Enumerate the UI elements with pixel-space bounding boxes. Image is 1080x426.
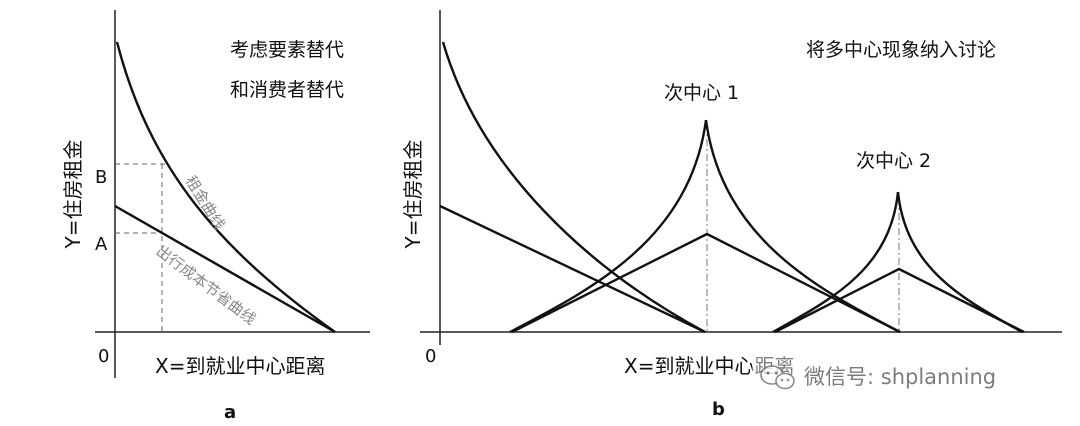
panel-a-caption: a	[224, 402, 236, 423]
panel-b-subcenter-2-cost-line	[774, 267, 1025, 334]
panel-a-note-line2: 和消费者替代	[230, 79, 344, 101]
panel-b-main-rent-curve	[441, 41, 706, 334]
panel-b-subcenter-1-label: 次中心 1	[664, 82, 739, 104]
panel-a-x-axis-label: X=到就业中心距离	[155, 354, 325, 378]
panel-b-subcenter-2-rent-right	[896, 191, 1023, 334]
panel-a-tick-b: B	[95, 167, 107, 188]
panel-a-y-axis-label: Y=住房租金	[61, 140, 85, 250]
panel-b-note: 将多中心现象纳入讨论	[806, 39, 996, 61]
panel-b-subcenter-2-label: 次中心 2	[856, 150, 931, 172]
panel-a-note-line1: 考虑要素替代	[230, 39, 344, 61]
panel-b: 将多中心现象纳入讨论 次中心 1 次中心 2 Y=住房租金 0 X=到就业中心距…	[401, 10, 1062, 420]
watermark-text: 微信号: shplanning	[804, 365, 996, 389]
panel-b-subcenter-1-cost-line	[511, 232, 901, 334]
panel-a-origin-label: 0	[98, 346, 109, 367]
panel-b-y-axis-label: Y=住房租金	[401, 140, 425, 250]
panel-b-subcenter-1-rent-left	[509, 119, 708, 334]
panel-b-caption: b	[712, 399, 725, 420]
panel-a: 考虑要素替代 和消费者替代 Y=住房租金 B A 0 租金曲线 出行成本节省曲线…	[61, 10, 370, 423]
panel-a-rent-curve	[115, 41, 336, 333]
panel-b-main-cost-line	[439, 204, 706, 334]
panel-a-rent-curve-label: 租金曲线	[182, 173, 229, 233]
watermark-backdrop	[752, 356, 1052, 390]
panel-b-subcenter-2-rent-left	[772, 191, 900, 334]
panel-a-tick-a: A	[95, 234, 108, 255]
watermark: 微信号: shplanning	[752, 356, 1052, 390]
panel-a-cost-line-label: 出行成本节省曲线	[153, 242, 260, 329]
panel-a-cost-line	[114, 204, 336, 334]
wechat-icon	[760, 365, 795, 390]
panel-b-origin-label: 0	[425, 346, 436, 367]
